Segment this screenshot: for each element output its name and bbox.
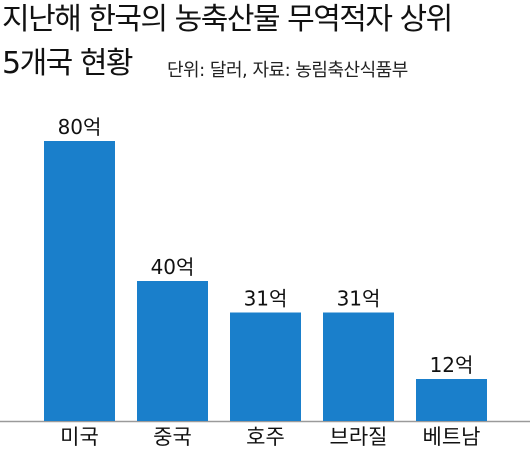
category-label-0: 미국 — [60, 425, 99, 449]
bar-3 — [323, 312, 394, 421]
category-label-4: 베트남 — [423, 425, 481, 449]
bar-2 — [230, 312, 301, 421]
data-label-0: 80억 — [58, 115, 102, 139]
bar-0 — [44, 141, 115, 421]
chart-title: 지난해 한국의 농축산물 무역적자 상위 — [2, 2, 453, 37]
category-label-2: 호주 — [246, 425, 285, 449]
chart-subtitle: 단위: 달러, 자료: 농림축산식품부 — [167, 60, 408, 81]
data-label-4: 12억 — [430, 353, 474, 377]
chart-title-line2: 5개국 현황 — [2, 46, 134, 81]
data-label-3: 31억 — [337, 287, 381, 311]
category-label-1: 중국 — [153, 425, 192, 449]
data-label-1: 40억 — [151, 255, 195, 279]
data-label-2: 31억 — [244, 287, 288, 311]
category-label-3: 브라질 — [330, 425, 388, 449]
bar-4 — [416, 379, 487, 421]
bar-1 — [137, 281, 208, 421]
